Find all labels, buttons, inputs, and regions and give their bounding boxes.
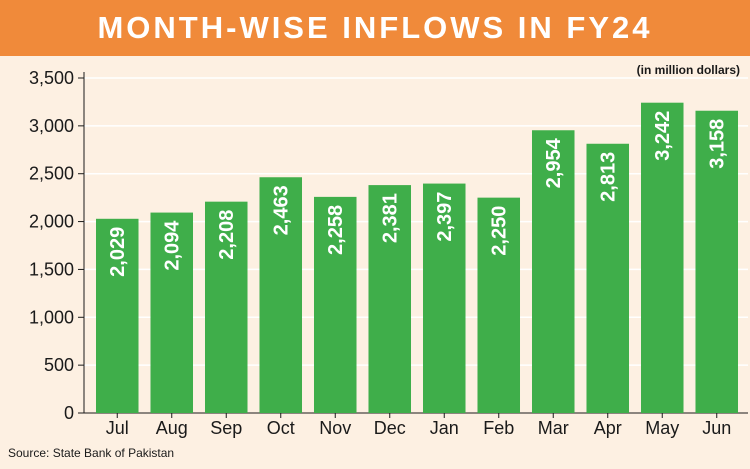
x-tick-label: Jun: [702, 418, 731, 438]
bar-value-label: 2,397: [434, 192, 456, 242]
bar-nov: [313, 196, 357, 413]
bar-apr: [586, 143, 630, 413]
x-tick-label: Sep: [210, 418, 242, 438]
x-tick-label: Apr: [594, 418, 622, 438]
unit-note: (in million dollars): [636, 63, 740, 77]
y-tick-label: 3,000: [29, 116, 74, 136]
x-tick-label: Dec: [374, 418, 406, 438]
source-note: Source: State Bank of Pakistan: [8, 446, 175, 460]
bar-sep: [204, 201, 248, 413]
bar-dec: [368, 185, 412, 413]
bar-value-label: 2,029: [107, 227, 129, 277]
x-tick-label: Oct: [267, 418, 295, 438]
bar-jan: [422, 183, 466, 413]
x-tick-label: Mar: [538, 418, 569, 438]
bar-value-label: 2,208: [216, 210, 238, 260]
x-tick-label: Jul: [106, 418, 129, 438]
title-banner: MONTH-WISE INFLOWS IN FY24: [0, 0, 750, 56]
bar-oct: [259, 177, 303, 413]
bar-jul: [95, 218, 139, 413]
bar-value-label: 3,242: [652, 111, 674, 161]
y-tick-label: 2,500: [29, 164, 74, 184]
y-tick-label: 1,000: [29, 307, 74, 327]
x-tick-label: Aug: [156, 418, 188, 438]
y-tick-label: 500: [44, 355, 74, 375]
bar-feb: [477, 197, 521, 413]
y-tick-label: 2,000: [29, 212, 74, 232]
bar-value-label: 3,158: [707, 119, 729, 169]
bar-value-label: 2,094: [162, 220, 184, 271]
bar-value-label: 2,258: [325, 205, 347, 255]
y-tick-label: 1,500: [29, 259, 74, 279]
bar-may: [640, 102, 684, 414]
bar-value-label: 2,250: [489, 206, 511, 256]
bar-mar: [531, 130, 575, 413]
x-tick-label: May: [645, 418, 679, 438]
bar-value-label: 2,954: [543, 137, 565, 188]
y-tick-label: 0: [64, 403, 74, 423]
x-tick-label: Nov: [319, 418, 351, 438]
bar-aug: [150, 212, 194, 413]
y-tick-label: 3,500: [29, 68, 74, 88]
chart-title: MONTH-WISE INFLOWS IN FY24: [97, 10, 653, 45]
x-tick-label: Feb: [483, 418, 514, 438]
bar-value-label: 2,463: [271, 185, 293, 235]
bar-jun: [695, 110, 739, 413]
bar-value-label: 2,381: [380, 193, 402, 243]
bar-value-label: 2,813: [598, 152, 620, 202]
x-tick-label: Jan: [430, 418, 459, 438]
